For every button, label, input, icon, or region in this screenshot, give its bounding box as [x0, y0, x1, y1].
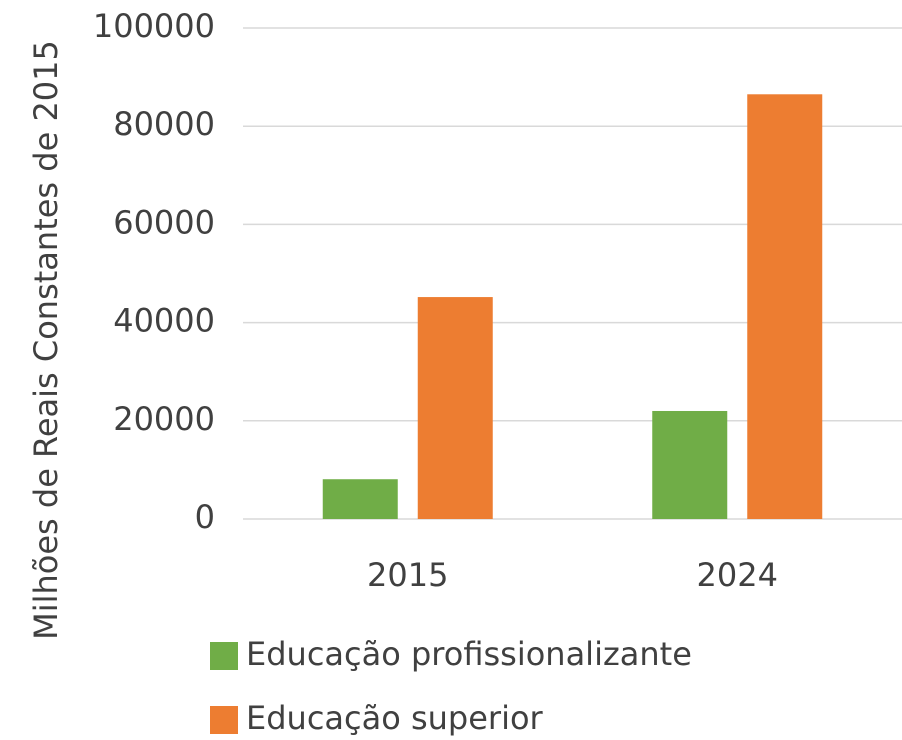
y-tick-label: 80000 [113, 105, 215, 143]
y-axis-label: Milhões de Reais Constantes de 2015 [27, 40, 65, 640]
y-tick-label: 0 [195, 498, 215, 536]
y-tick-label: 60000 [113, 203, 215, 241]
bar [417, 297, 493, 519]
y-tick-label: 100000 [93, 7, 215, 45]
legend-swatch [210, 642, 238, 670]
legend-label: Educação profissionalizante [246, 635, 692, 673]
bar [652, 410, 728, 519]
bar [322, 479, 398, 519]
legend-label: Educação superior [246, 699, 544, 736]
x-tick-label: 2015 [367, 556, 448, 594]
bar [747, 94, 823, 519]
x-tick-label: 2024 [697, 556, 778, 594]
legend-swatch [210, 706, 238, 734]
y-tick-label: 20000 [113, 400, 215, 438]
y-tick-label: 40000 [113, 302, 215, 340]
